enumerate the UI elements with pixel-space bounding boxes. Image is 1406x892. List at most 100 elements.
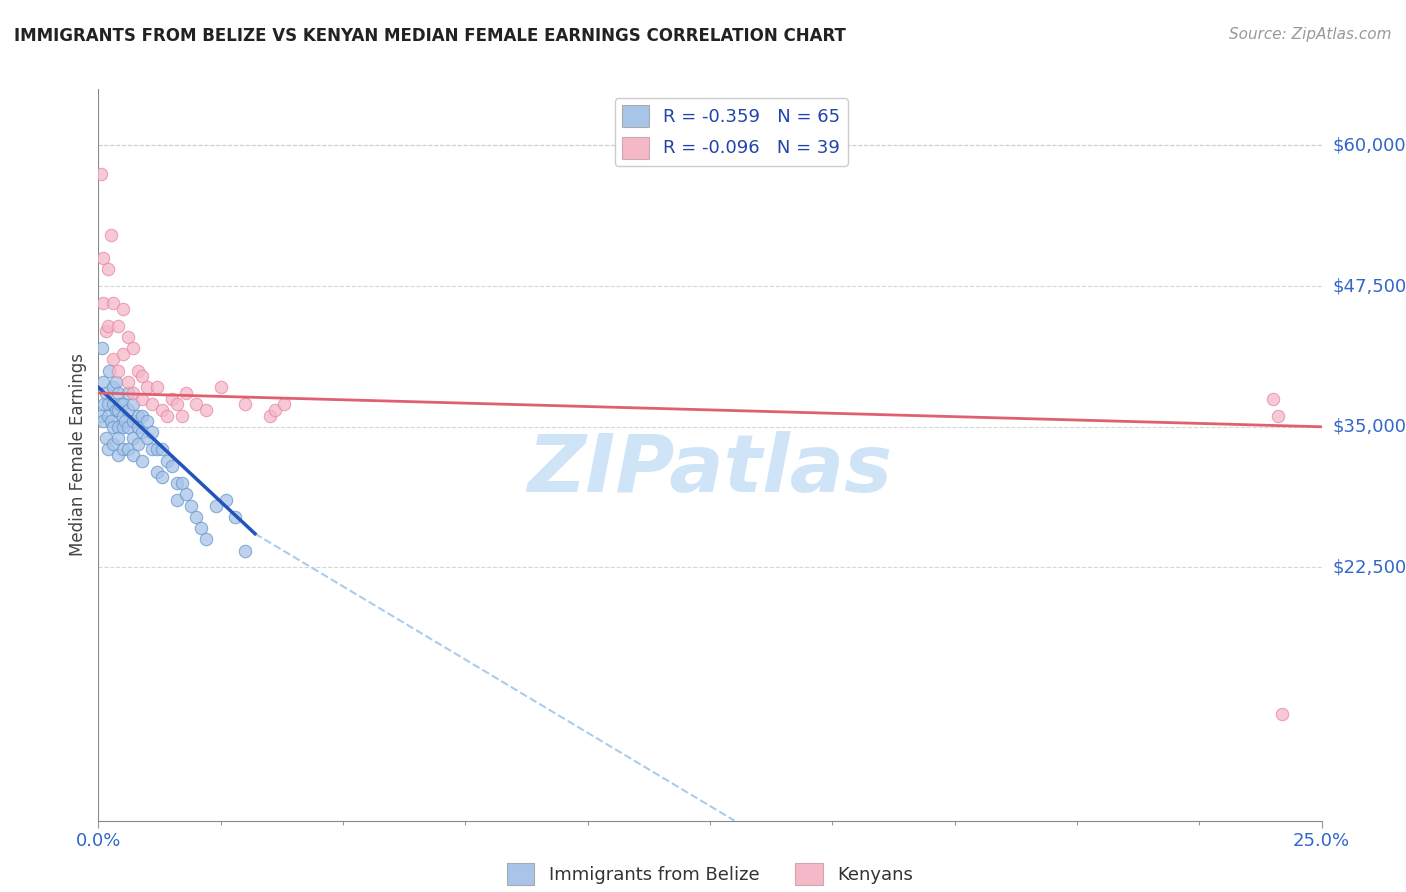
Point xyxy=(107,318,129,333)
Point xyxy=(146,442,169,457)
Point xyxy=(121,414,143,428)
Point xyxy=(170,476,193,491)
Point xyxy=(150,442,173,457)
Point xyxy=(150,403,173,417)
Text: $60,000: $60,000 xyxy=(1333,136,1406,154)
Point xyxy=(97,318,120,333)
Point xyxy=(107,386,129,401)
Point xyxy=(101,419,124,434)
Point xyxy=(156,453,179,467)
Point xyxy=(186,397,208,411)
Text: $35,000: $35,000 xyxy=(1333,417,1406,436)
Point xyxy=(101,296,124,310)
Point xyxy=(233,397,256,411)
Point xyxy=(97,397,120,411)
Y-axis label: Median Female Earnings: Median Female Earnings xyxy=(69,353,87,557)
Point xyxy=(131,425,153,440)
Point xyxy=(131,453,153,467)
Point xyxy=(101,352,124,367)
Point xyxy=(91,375,114,389)
Point xyxy=(1271,706,1294,721)
Point xyxy=(104,403,127,417)
Point xyxy=(131,369,153,384)
Point xyxy=(186,509,208,524)
Point xyxy=(131,409,153,423)
Point xyxy=(273,397,295,411)
Point xyxy=(117,386,139,401)
Point xyxy=(1261,392,1284,406)
Point xyxy=(90,167,112,181)
Point xyxy=(111,419,134,434)
Point xyxy=(91,341,114,355)
Point xyxy=(121,341,143,355)
Point xyxy=(176,487,198,501)
Point xyxy=(121,431,143,445)
Point xyxy=(176,386,198,401)
Point xyxy=(146,380,169,394)
Point xyxy=(263,403,285,417)
Point xyxy=(107,403,129,417)
Point xyxy=(146,465,169,479)
Point xyxy=(127,409,149,423)
Point xyxy=(98,363,121,377)
Point xyxy=(156,409,179,423)
Point xyxy=(101,436,124,450)
Point xyxy=(141,397,163,411)
Point xyxy=(107,448,129,462)
Point xyxy=(166,492,188,507)
Text: $22,500: $22,500 xyxy=(1333,558,1406,576)
Point xyxy=(117,403,139,417)
Point xyxy=(160,459,183,474)
Point xyxy=(131,392,153,406)
Point xyxy=(233,543,256,558)
Point xyxy=(166,397,188,411)
Point xyxy=(111,409,134,423)
Point xyxy=(259,409,281,423)
Point xyxy=(121,397,143,411)
Point xyxy=(91,251,114,265)
Point xyxy=(107,431,129,445)
Point xyxy=(205,499,228,513)
Point xyxy=(117,330,139,344)
Point xyxy=(94,386,117,401)
Text: IMMIGRANTS FROM BELIZE VS KENYAN MEDIAN FEMALE EARNINGS CORRELATION CHART: IMMIGRANTS FROM BELIZE VS KENYAN MEDIAN … xyxy=(14,27,846,45)
Text: ZIPatlas: ZIPatlas xyxy=(527,431,893,508)
Text: $47,500: $47,500 xyxy=(1333,277,1406,295)
Point xyxy=(104,375,127,389)
Point xyxy=(166,476,188,491)
Point xyxy=(214,492,236,507)
Point xyxy=(97,262,120,277)
Point xyxy=(117,419,139,434)
Text: Source: ZipAtlas.com: Source: ZipAtlas.com xyxy=(1229,27,1392,42)
Point xyxy=(127,436,149,450)
Point xyxy=(160,392,183,406)
Point xyxy=(141,442,163,457)
Point xyxy=(121,386,143,401)
Point xyxy=(111,397,134,411)
Point xyxy=(180,499,202,513)
Point xyxy=(111,442,134,457)
Point xyxy=(1267,409,1289,423)
Point xyxy=(136,431,159,445)
Point xyxy=(101,397,124,411)
Point xyxy=(100,228,122,243)
Point xyxy=(195,403,218,417)
Point xyxy=(121,448,143,462)
Point xyxy=(127,419,149,434)
Point xyxy=(150,470,173,484)
Point xyxy=(195,533,218,547)
Point xyxy=(91,296,114,310)
Point xyxy=(170,409,193,423)
Point xyxy=(101,380,124,394)
Legend: Immigrants from Belize, Kenyans: Immigrants from Belize, Kenyans xyxy=(501,855,920,892)
Point xyxy=(100,414,122,428)
Point xyxy=(209,380,232,394)
Point xyxy=(90,409,112,423)
Point xyxy=(111,346,134,360)
Point xyxy=(111,301,134,316)
Point xyxy=(97,442,120,457)
Point xyxy=(97,409,120,423)
Point xyxy=(190,521,212,535)
Point xyxy=(107,363,129,377)
Point xyxy=(127,363,149,377)
